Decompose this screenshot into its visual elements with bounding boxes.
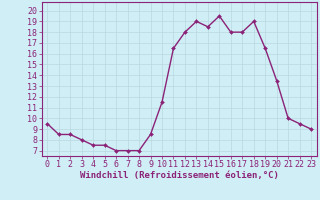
X-axis label: Windchill (Refroidissement éolien,°C): Windchill (Refroidissement éolien,°C): [80, 171, 279, 180]
